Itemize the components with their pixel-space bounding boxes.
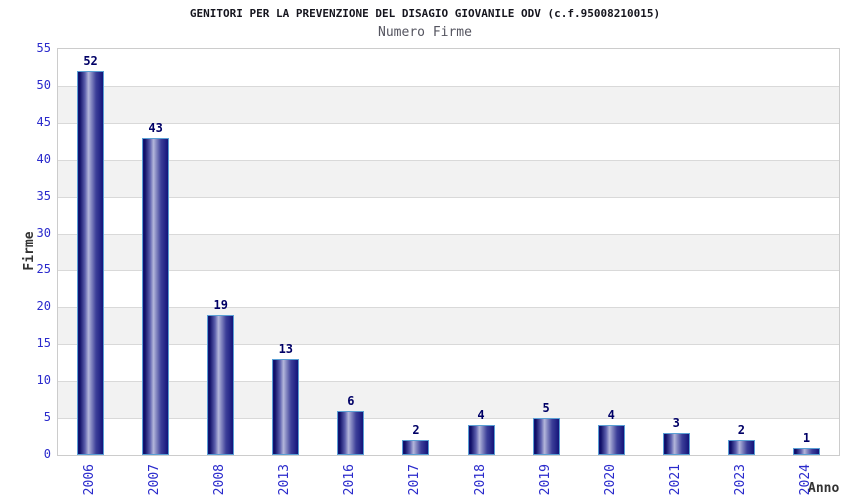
bar-value-label: 6 [347,394,355,408]
x-tick-label-2020: 2020 [578,464,643,500]
gridline [58,381,839,383]
x-tick-label-2013: 2013 [252,464,317,500]
gridline [58,159,839,161]
background-band [58,233,839,271]
x-tick-label-2024: 2024 [773,464,838,500]
x-tick-label-2016: 2016 [317,464,382,500]
bar-2007 [142,138,169,455]
y-tick-label: 10 [36,373,51,388]
y-tick-label: 35 [36,188,51,203]
bar-2021 [663,433,690,455]
gridline [58,233,839,235]
x-tick-label-text: 2017 [407,464,423,496]
x-tick-label-2008: 2008 [187,464,252,500]
y-tick-label: 45 [36,114,51,129]
bar-2023 [728,440,755,455]
bar-value-label: 43 [148,121,163,135]
background-band [58,381,839,419]
background-band [58,85,839,123]
bar-value-label: 3 [672,416,680,430]
x-tick-label-text: 2020 [602,464,618,496]
bar-value-label: 52 [83,54,98,68]
bar-2006 [77,71,104,455]
y-tick-label: 20 [36,299,51,314]
x-tick-label-2019: 2019 [513,464,578,500]
y-tick-label: 55 [36,41,51,55]
chart-title: GENITORI PER LA PREVENZIONE DEL DISAGIO … [189,7,661,20]
x-tick-label-text: 2013 [277,464,293,496]
y-tick-label: 30 [36,225,51,240]
x-tick-label-text: 2024 [797,464,813,496]
plot-area: 52 43 19 13 6 2 4 5 4 3 2 1 [57,48,840,456]
gridline [58,85,839,87]
x-tick-label-2021: 2021 [643,464,708,500]
y-tick-label: 5 [43,410,51,425]
x-tick-label-2017: 2017 [382,464,447,500]
bar-value-label: 4 [477,408,485,422]
gridline [58,418,839,420]
bar-2013 [272,359,299,455]
bar-2008 [207,315,234,455]
x-tick-label-2023: 2023 [708,464,773,500]
chart-subtitle: Numero Firme [378,25,472,40]
bar-2017 [402,440,429,455]
x-tick-label-text: 2018 [472,464,488,496]
x-tick-label-2007: 2007 [122,464,187,500]
bar-2018 [468,425,495,455]
x-tick-label-2006: 2006 [57,464,122,500]
gridline [58,196,839,198]
bar-value-label: 13 [278,342,294,356]
bar-2024 [793,448,820,455]
x-tick-label-2018: 2018 [448,464,513,500]
x-tick-label-text: 2016 [342,464,358,496]
x-tick-label-text: 2023 [732,464,748,496]
x-tick-label-text: 2021 [667,464,683,496]
x-tick-label-text: 2007 [147,464,163,496]
bar-value-label: 2 [412,423,420,437]
background-band [58,307,839,345]
x-tick-label-text: 2019 [537,464,553,496]
y-tick-label: 25 [36,262,51,277]
x-axis-title: Anno [808,481,840,496]
y-tick-label: 0 [43,447,51,461]
x-tick-label-text: 2006 [82,464,98,496]
gridline [58,307,839,309]
y-tick-label: 50 [36,77,51,92]
bar-2020 [598,425,625,455]
bar-2016 [337,411,364,455]
background-band [58,159,839,197]
bar-value-label: 4 [607,408,615,422]
y-tick-label: 15 [36,336,51,351]
x-tick-label-text: 2008 [212,464,228,496]
gridline [58,270,839,272]
gridline [58,122,839,124]
bar-value-label: 1 [802,431,811,445]
bar-2019 [533,418,560,455]
bar-value-label: 19 [213,298,228,312]
bar-value-label: 5 [542,401,550,415]
y-tick-label: 40 [36,151,51,166]
bar-value-label: 2 [737,423,745,437]
gridline [58,344,839,346]
